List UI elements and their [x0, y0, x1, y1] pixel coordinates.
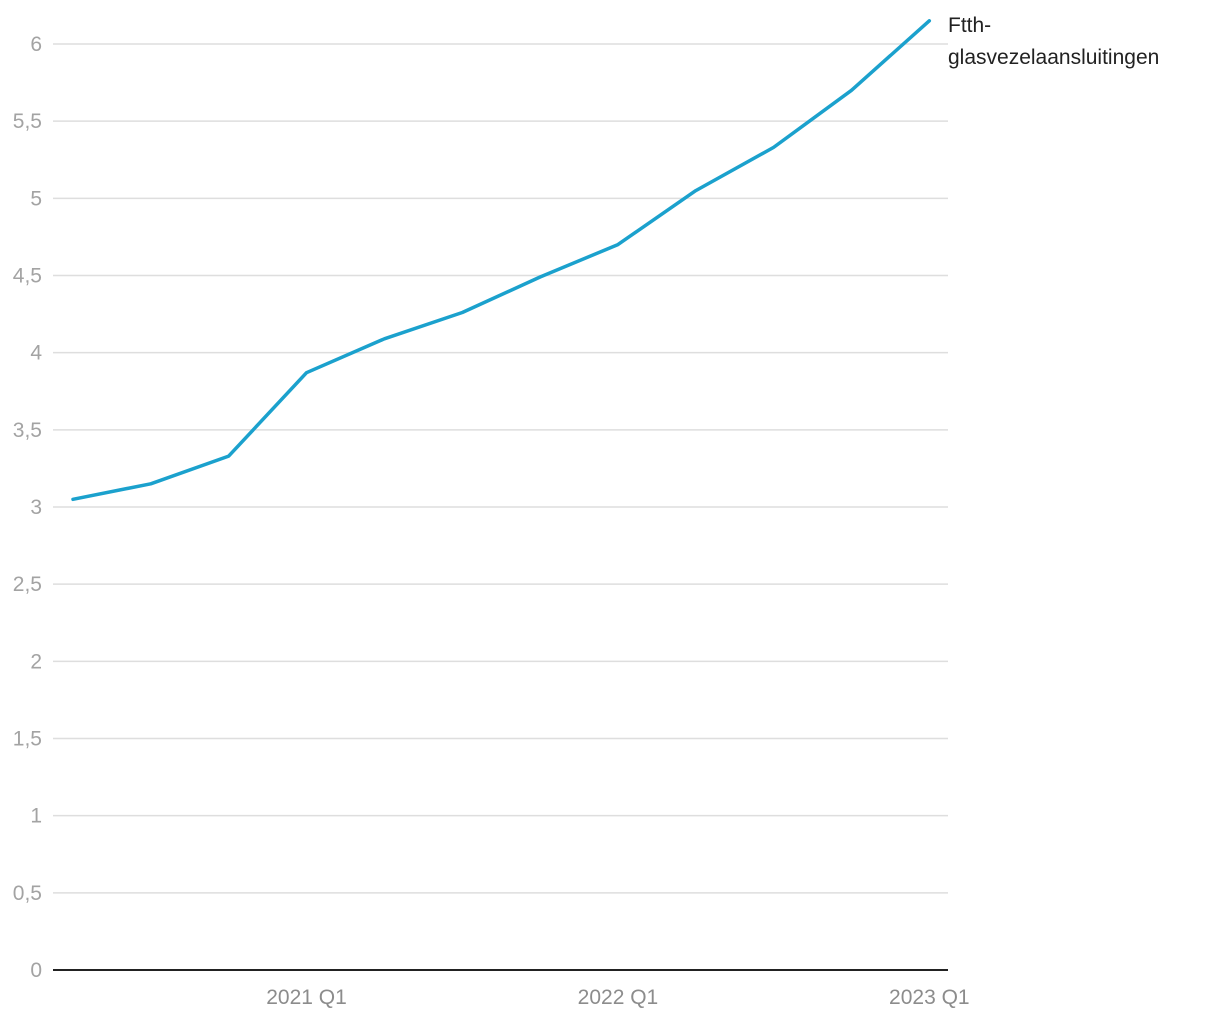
series-labels: Ftth-glasvezelaansluitingen	[948, 14, 1159, 69]
y-tick-label: 5	[30, 187, 42, 210]
y-tick-label: 3	[30, 496, 42, 519]
y-tick-label: 3,5	[13, 419, 42, 442]
y-tick-label: 0	[30, 959, 42, 982]
y-tick-label: 6	[30, 33, 42, 56]
y-tick-label: 5,5	[13, 110, 42, 133]
series-label: Ftth-	[948, 14, 991, 37]
series-lines	[71, 19, 932, 502]
x-tick-label: 2021 Q1	[266, 986, 347, 1009]
y-tick-label: 0,5	[13, 882, 42, 905]
y-axis-tick-labels: 0 0,5 1 1,5 2 2,5 3 3,5 4 4,5 5 5,5 6	[13, 33, 43, 982]
x-axis-tick-labels: 2021 Q1 2022 Q1 2023 Q1	[266, 986, 969, 1009]
y-tick-label: 1	[30, 805, 42, 828]
series-line	[71, 19, 932, 502]
gridlines	[53, 43, 948, 894]
x-tick-label: 2022 Q1	[578, 986, 659, 1009]
x-tick-label: 2023 Q1	[889, 986, 970, 1009]
y-tick-label: 4	[30, 342, 42, 365]
y-tick-label: 2,5	[13, 573, 42, 596]
series-label: glasvezelaansluitingen	[948, 46, 1159, 69]
y-tick-label: 4,5	[13, 265, 42, 288]
y-tick-label: 2	[30, 650, 42, 673]
y-tick-label: 1,5	[13, 728, 42, 751]
